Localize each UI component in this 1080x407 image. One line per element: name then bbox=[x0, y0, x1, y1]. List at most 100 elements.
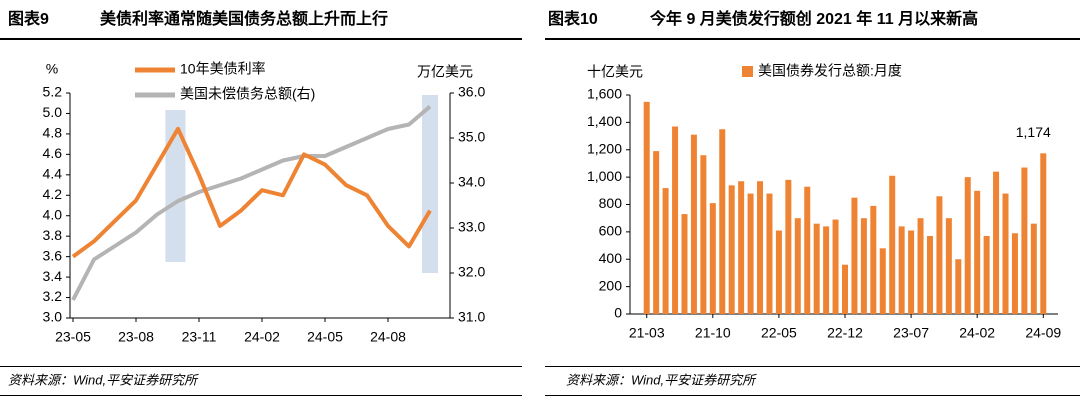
y-tick-label: 3.2 bbox=[43, 288, 63, 304]
y2-tick-label: 33.0 bbox=[458, 219, 485, 235]
bar bbox=[1021, 167, 1028, 314]
highlight bbox=[422, 95, 438, 273]
x-tick-label: 24-02 bbox=[244, 329, 280, 345]
y-tick-label: 5.0 bbox=[43, 104, 63, 120]
bar bbox=[662, 188, 669, 314]
y-axis-label: % bbox=[46, 61, 58, 77]
bar bbox=[898, 226, 905, 314]
y-tick-label: 3.4 bbox=[43, 268, 63, 284]
bar bbox=[1040, 153, 1047, 314]
bar bbox=[775, 230, 782, 314]
y-tick-label: 3.8 bbox=[43, 227, 63, 243]
y-tick-label: 5.2 bbox=[43, 84, 63, 100]
y-tick-label: 400 bbox=[599, 250, 623, 266]
legend-label: 10年美债利率 bbox=[180, 61, 266, 77]
bar bbox=[804, 186, 811, 314]
line bbox=[71, 104, 432, 301]
y2-tick-label: 36.0 bbox=[458, 84, 485, 100]
chart-number: 图表10 bbox=[548, 9, 598, 28]
bar bbox=[813, 223, 820, 314]
chart-title: 今年 9 月美债发行额创 2021 年 11 月以来新高 bbox=[649, 9, 978, 28]
x-tick-label: 23-07 bbox=[893, 325, 929, 341]
bar bbox=[832, 219, 839, 314]
y-tick-label: 4.2 bbox=[43, 186, 63, 202]
x-tick-label: 23-05 bbox=[55, 329, 91, 345]
rule bbox=[0, 38, 522, 40]
bar bbox=[738, 181, 745, 314]
y-tick-label: 600 bbox=[599, 223, 623, 239]
x-tick-label: 24-09 bbox=[1025, 325, 1061, 341]
x-tick-label: 22-05 bbox=[761, 325, 797, 341]
bar bbox=[926, 235, 933, 314]
y-tick-label: 4.0 bbox=[43, 206, 63, 222]
bar bbox=[851, 197, 858, 314]
bar bbox=[879, 248, 886, 314]
bar bbox=[700, 155, 707, 314]
bar bbox=[945, 218, 952, 314]
y-axis-label: 十亿美元 bbox=[587, 64, 643, 80]
bar bbox=[672, 126, 679, 314]
bar bbox=[681, 214, 688, 314]
bar bbox=[1011, 233, 1018, 314]
y-tick-label: 0 bbox=[614, 305, 622, 321]
x-tick-label: 21-10 bbox=[695, 325, 731, 341]
rule bbox=[0, 395, 522, 396]
y-tick-label: 4.6 bbox=[43, 145, 63, 161]
bar bbox=[785, 179, 792, 314]
y-tick-label: 1,400 bbox=[587, 113, 622, 129]
highlight bbox=[165, 110, 186, 262]
x-tick-label: 22-12 bbox=[827, 325, 863, 341]
bar bbox=[889, 175, 896, 314]
bar bbox=[983, 235, 990, 314]
legend-label: 美国未偿债务总额(右) bbox=[180, 86, 315, 102]
bar bbox=[709, 203, 716, 314]
y-tick-label: 4.8 bbox=[43, 125, 63, 141]
bar bbox=[964, 177, 971, 314]
y-tick-label: 800 bbox=[599, 195, 623, 211]
bar bbox=[936, 196, 943, 314]
y2-tick-label: 32.0 bbox=[458, 264, 485, 280]
legend-label: 美国债券发行总额:月度 bbox=[758, 63, 902, 79]
rule bbox=[545, 366, 1080, 367]
line bbox=[71, 126, 432, 259]
y2-tick-label: 34.0 bbox=[458, 174, 485, 190]
bar bbox=[993, 171, 1000, 314]
bar bbox=[757, 181, 764, 314]
rule bbox=[0, 366, 522, 367]
x-tick-label: 21-03 bbox=[629, 325, 665, 341]
rule bbox=[545, 38, 1080, 40]
chart-title: 美债利率通常随美国债务总额上升而上行 bbox=[100, 9, 388, 28]
x-tick-label: 24-02 bbox=[959, 325, 995, 341]
bar bbox=[653, 151, 660, 314]
x-tick-label: 24-05 bbox=[307, 329, 343, 345]
y-tick-label: 1,000 bbox=[587, 168, 622, 184]
x-tick-label: 24-08 bbox=[370, 329, 406, 345]
y2-tick-label: 35.0 bbox=[458, 129, 485, 145]
source: 资料来源：Wind,平安证券研究所 bbox=[566, 372, 757, 387]
y-tick-label: 3.6 bbox=[43, 247, 63, 263]
bar bbox=[908, 230, 915, 314]
bar bbox=[870, 205, 877, 314]
bar bbox=[747, 193, 754, 314]
bar bbox=[719, 129, 726, 314]
bar bbox=[860, 218, 867, 314]
bar bbox=[766, 193, 773, 314]
y2-tick-label: 31.0 bbox=[458, 309, 485, 325]
bar bbox=[690, 134, 697, 314]
bar bbox=[728, 185, 735, 314]
bar bbox=[794, 218, 801, 314]
bar bbox=[842, 264, 848, 314]
legend-swatch bbox=[742, 66, 753, 77]
y-tick-label: 1,600 bbox=[587, 86, 622, 102]
x-tick-label: 23-08 bbox=[118, 329, 154, 345]
value-label: 1,174 bbox=[1016, 124, 1051, 140]
y-tick-label: 1,200 bbox=[587, 140, 622, 156]
bar bbox=[1030, 223, 1037, 314]
rule bbox=[545, 395, 1080, 396]
y-tick-label: 200 bbox=[599, 277, 623, 293]
bar bbox=[1002, 193, 1009, 314]
source: 资料来源：Wind,平安证券研究所 bbox=[8, 372, 199, 387]
y2-axis-label: 万亿美元 bbox=[417, 64, 473, 80]
x-tick-label: 23-11 bbox=[182, 329, 217, 345]
